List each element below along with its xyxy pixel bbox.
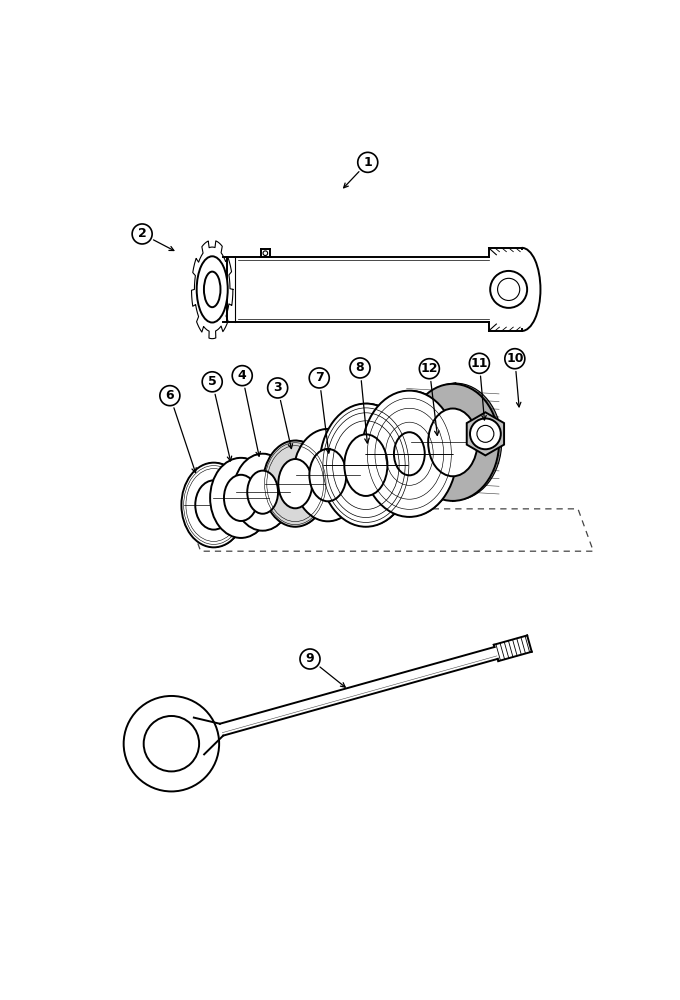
Ellipse shape bbox=[431, 408, 480, 476]
Ellipse shape bbox=[310, 449, 347, 501]
Ellipse shape bbox=[182, 462, 247, 547]
Ellipse shape bbox=[294, 429, 363, 521]
Text: 3: 3 bbox=[273, 381, 282, 394]
Ellipse shape bbox=[320, 404, 412, 527]
Ellipse shape bbox=[224, 475, 258, 521]
Circle shape bbox=[132, 224, 152, 244]
Circle shape bbox=[358, 152, 378, 172]
Circle shape bbox=[420, 359, 439, 379]
Circle shape bbox=[233, 366, 252, 386]
Ellipse shape bbox=[428, 409, 477, 476]
Circle shape bbox=[160, 386, 180, 406]
Text: 2: 2 bbox=[138, 227, 146, 240]
Ellipse shape bbox=[234, 454, 292, 531]
Circle shape bbox=[268, 378, 288, 398]
Ellipse shape bbox=[470, 418, 500, 449]
Ellipse shape bbox=[309, 449, 346, 501]
Text: 5: 5 bbox=[208, 375, 217, 388]
Ellipse shape bbox=[195, 480, 233, 530]
Ellipse shape bbox=[477, 425, 494, 442]
Ellipse shape bbox=[204, 272, 220, 307]
Polygon shape bbox=[466, 412, 504, 455]
Circle shape bbox=[505, 349, 525, 369]
Ellipse shape bbox=[182, 463, 246, 547]
Ellipse shape bbox=[248, 471, 279, 514]
Text: 9: 9 bbox=[306, 652, 314, 666]
Circle shape bbox=[498, 278, 520, 300]
Ellipse shape bbox=[224, 475, 258, 521]
Text: 6: 6 bbox=[165, 389, 174, 402]
Ellipse shape bbox=[278, 459, 312, 508]
Circle shape bbox=[309, 368, 329, 388]
Text: 12: 12 bbox=[421, 362, 438, 375]
Circle shape bbox=[202, 372, 222, 392]
Ellipse shape bbox=[293, 429, 362, 521]
Text: 11: 11 bbox=[471, 357, 488, 370]
Circle shape bbox=[300, 649, 320, 669]
Ellipse shape bbox=[362, 391, 457, 517]
Ellipse shape bbox=[196, 480, 233, 529]
Ellipse shape bbox=[248, 471, 278, 514]
Text: 4: 4 bbox=[238, 369, 247, 382]
Text: 10: 10 bbox=[506, 352, 524, 365]
Text: 7: 7 bbox=[315, 371, 324, 384]
Ellipse shape bbox=[264, 440, 328, 527]
Ellipse shape bbox=[344, 434, 388, 496]
Circle shape bbox=[469, 353, 490, 373]
Text: 1: 1 bbox=[363, 156, 372, 169]
Ellipse shape bbox=[197, 256, 228, 323]
Ellipse shape bbox=[395, 432, 426, 475]
Ellipse shape bbox=[263, 441, 328, 527]
Circle shape bbox=[124, 696, 219, 791]
Ellipse shape bbox=[409, 383, 502, 500]
Ellipse shape bbox=[279, 459, 313, 508]
Ellipse shape bbox=[321, 403, 413, 526]
Circle shape bbox=[143, 716, 199, 771]
Circle shape bbox=[350, 358, 370, 378]
Ellipse shape bbox=[210, 458, 272, 538]
Ellipse shape bbox=[233, 454, 292, 531]
Ellipse shape bbox=[407, 384, 499, 501]
Circle shape bbox=[490, 271, 527, 308]
Ellipse shape bbox=[211, 458, 272, 538]
Ellipse shape bbox=[345, 434, 388, 496]
Circle shape bbox=[263, 251, 268, 256]
Ellipse shape bbox=[394, 432, 425, 475]
Ellipse shape bbox=[362, 390, 458, 517]
Text: 8: 8 bbox=[356, 361, 364, 374]
